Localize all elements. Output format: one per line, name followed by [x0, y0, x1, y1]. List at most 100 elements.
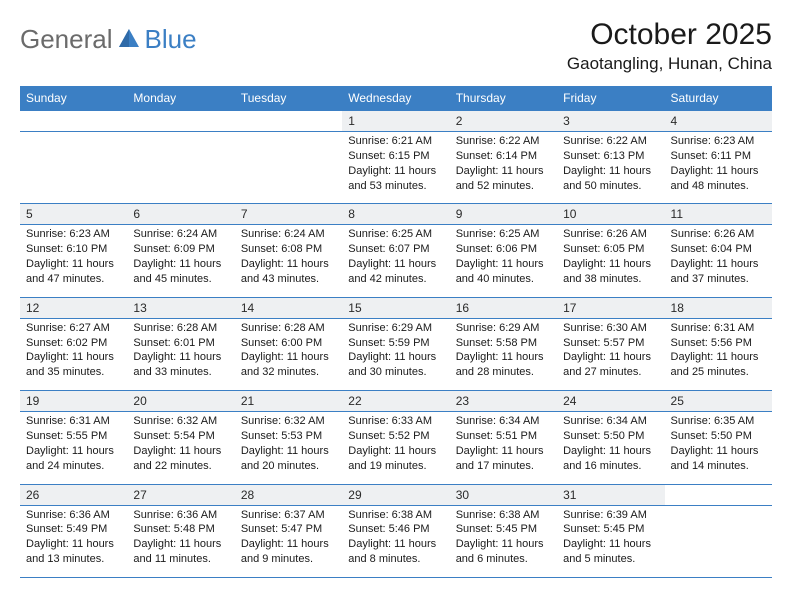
sunset-text: Sunset: 6:01 PM [133, 336, 228, 351]
day-num-row: 12131415161718 [20, 297, 772, 318]
day-body-cell [20, 132, 127, 204]
location: Gaotangling, Hunan, China [567, 54, 772, 74]
day-body-cell: Sunrise: 6:36 AMSunset: 5:49 PMDaylight:… [20, 505, 127, 577]
day-number-cell [235, 111, 342, 132]
weekday-saturday: Saturday [665, 86, 772, 111]
day-body-cell: Sunrise: 6:32 AMSunset: 5:54 PMDaylight:… [127, 412, 234, 484]
day-number-cell: 27 [127, 484, 234, 505]
day-body-cell: Sunrise: 6:21 AMSunset: 6:15 PMDaylight:… [342, 132, 449, 204]
day-body-cell: Sunrise: 6:32 AMSunset: 5:53 PMDaylight:… [235, 412, 342, 484]
daylight-text: Daylight: 11 hours and 52 minutes. [456, 164, 551, 194]
daylight-text: Daylight: 11 hours and 8 minutes. [348, 537, 443, 567]
daylight-text: Daylight: 11 hours and 30 minutes. [348, 350, 443, 380]
daylight-text: Daylight: 11 hours and 14 minutes. [671, 444, 766, 474]
day-body-cell: Sunrise: 6:24 AMSunset: 6:09 PMDaylight:… [127, 225, 234, 297]
sunset-text: Sunset: 6:08 PM [241, 242, 336, 257]
sunset-text: Sunset: 6:10 PM [26, 242, 121, 257]
sunrise-text: Sunrise: 6:22 AM [456, 134, 551, 149]
day-number-cell: 2 [450, 111, 557, 132]
day-body-cell [235, 132, 342, 204]
day-body-cell: Sunrise: 6:24 AMSunset: 6:08 PMDaylight:… [235, 225, 342, 297]
sunset-text: Sunset: 5:46 PM [348, 522, 443, 537]
logo-text-general: General [20, 24, 113, 55]
sunrise-text: Sunrise: 6:28 AM [241, 321, 336, 336]
title-block: October 2025 Gaotangling, Hunan, China [567, 18, 772, 74]
daylight-text: Daylight: 11 hours and 33 minutes. [133, 350, 228, 380]
day-number-cell: 12 [20, 297, 127, 318]
sunrise-text: Sunrise: 6:34 AM [456, 414, 551, 429]
daylight-text: Daylight: 11 hours and 45 minutes. [133, 257, 228, 287]
weekday-monday: Monday [127, 86, 234, 111]
day-body-row: Sunrise: 6:23 AMSunset: 6:10 PMDaylight:… [20, 225, 772, 297]
daylight-text: Daylight: 11 hours and 6 minutes. [456, 537, 551, 567]
sunrise-text: Sunrise: 6:29 AM [348, 321, 443, 336]
sunrise-text: Sunrise: 6:31 AM [26, 414, 121, 429]
sunrise-text: Sunrise: 6:31 AM [671, 321, 766, 336]
day-body-cell: Sunrise: 6:26 AMSunset: 6:04 PMDaylight:… [665, 225, 772, 297]
day-body-cell: Sunrise: 6:28 AMSunset: 6:01 PMDaylight:… [127, 318, 234, 390]
weekday-wednesday: Wednesday [342, 86, 449, 111]
sunset-text: Sunset: 5:45 PM [563, 522, 658, 537]
day-number-cell: 8 [342, 204, 449, 225]
day-body-cell: Sunrise: 6:31 AMSunset: 5:55 PMDaylight:… [20, 412, 127, 484]
day-number-cell: 3 [557, 111, 664, 132]
day-body-cell: Sunrise: 6:29 AMSunset: 5:59 PMDaylight:… [342, 318, 449, 390]
sunset-text: Sunset: 5:49 PM [26, 522, 121, 537]
daylight-text: Daylight: 11 hours and 24 minutes. [26, 444, 121, 474]
sunset-text: Sunset: 6:00 PM [241, 336, 336, 351]
daylight-text: Daylight: 11 hours and 9 minutes. [241, 537, 336, 567]
sunrise-text: Sunrise: 6:24 AM [241, 227, 336, 242]
weekday-tuesday: Tuesday [235, 86, 342, 111]
day-body-cell: Sunrise: 6:26 AMSunset: 6:05 PMDaylight:… [557, 225, 664, 297]
sunset-text: Sunset: 5:50 PM [671, 429, 766, 444]
day-body-cell: Sunrise: 6:33 AMSunset: 5:52 PMDaylight:… [342, 412, 449, 484]
day-number-cell: 14 [235, 297, 342, 318]
day-number-cell: 24 [557, 391, 664, 412]
day-body-cell: Sunrise: 6:29 AMSunset: 5:58 PMDaylight:… [450, 318, 557, 390]
day-body-cell: Sunrise: 6:23 AMSunset: 6:11 PMDaylight:… [665, 132, 772, 204]
sunset-text: Sunset: 6:13 PM [563, 149, 658, 164]
sunrise-text: Sunrise: 6:26 AM [671, 227, 766, 242]
sunset-text: Sunset: 6:02 PM [26, 336, 121, 351]
sunset-text: Sunset: 5:48 PM [133, 522, 228, 537]
daylight-text: Daylight: 11 hours and 50 minutes. [563, 164, 658, 194]
day-body-cell: Sunrise: 6:38 AMSunset: 5:46 PMDaylight:… [342, 505, 449, 577]
sunrise-text: Sunrise: 6:24 AM [133, 227, 228, 242]
sunset-text: Sunset: 5:52 PM [348, 429, 443, 444]
daylight-text: Daylight: 11 hours and 20 minutes. [241, 444, 336, 474]
day-number-cell: 16 [450, 297, 557, 318]
daylight-text: Daylight: 11 hours and 43 minutes. [241, 257, 336, 287]
sunrise-text: Sunrise: 6:27 AM [26, 321, 121, 336]
daylight-text: Daylight: 11 hours and 19 minutes. [348, 444, 443, 474]
day-number-cell: 28 [235, 484, 342, 505]
sunrise-text: Sunrise: 6:33 AM [348, 414, 443, 429]
sunset-text: Sunset: 5:55 PM [26, 429, 121, 444]
sunset-text: Sunset: 6:15 PM [348, 149, 443, 164]
daylight-text: Daylight: 11 hours and 32 minutes. [241, 350, 336, 380]
sunrise-text: Sunrise: 6:25 AM [456, 227, 551, 242]
sunset-text: Sunset: 5:53 PM [241, 429, 336, 444]
daylight-text: Daylight: 11 hours and 53 minutes. [348, 164, 443, 194]
sunset-text: Sunset: 5:50 PM [563, 429, 658, 444]
weekday-sunday: Sunday [20, 86, 127, 111]
daylight-text: Daylight: 11 hours and 28 minutes. [456, 350, 551, 380]
day-number-cell: 31 [557, 484, 664, 505]
day-body-cell: Sunrise: 6:28 AMSunset: 6:00 PMDaylight:… [235, 318, 342, 390]
day-number-cell: 6 [127, 204, 234, 225]
sunset-text: Sunset: 5:54 PM [133, 429, 228, 444]
day-number-cell: 20 [127, 391, 234, 412]
logo-text-blue: Blue [145, 24, 197, 55]
day-number-cell: 26 [20, 484, 127, 505]
sunrise-text: Sunrise: 6:36 AM [26, 508, 121, 523]
day-body-cell: Sunrise: 6:31 AMSunset: 5:56 PMDaylight:… [665, 318, 772, 390]
weekday-friday: Friday [557, 86, 664, 111]
sunset-text: Sunset: 5:59 PM [348, 336, 443, 351]
day-number-cell: 5 [20, 204, 127, 225]
logo: General Blue [20, 24, 197, 55]
day-number-cell: 29 [342, 484, 449, 505]
day-body-cell: Sunrise: 6:23 AMSunset: 6:10 PMDaylight:… [20, 225, 127, 297]
sunset-text: Sunset: 6:04 PM [671, 242, 766, 257]
daylight-text: Daylight: 11 hours and 17 minutes. [456, 444, 551, 474]
daylight-text: Daylight: 11 hours and 5 minutes. [563, 537, 658, 567]
day-body-cell: Sunrise: 6:34 AMSunset: 5:51 PMDaylight:… [450, 412, 557, 484]
